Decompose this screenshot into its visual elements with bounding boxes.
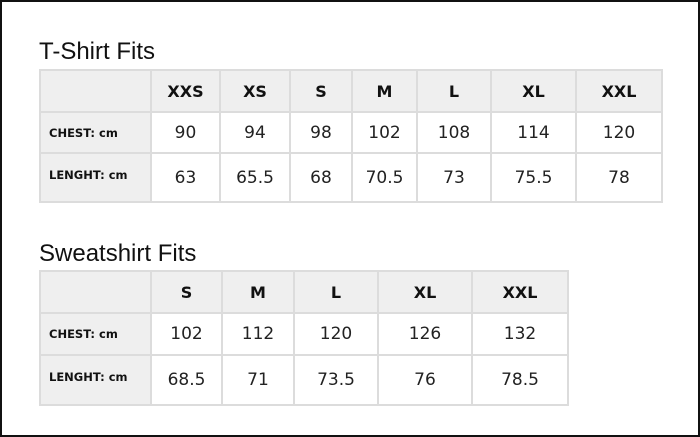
chest-row: CHEST: cm 102 112 120 126 132 [39,312,569,356]
value-cell: 132 [471,312,569,356]
size-header: S [289,69,353,113]
row-label: LENGHT: cm [39,354,152,406]
value-cell: 63 [150,152,221,203]
length-row: LENGHT: cm 68.5 71 73.5 76 78.5 [39,354,569,406]
value-cell: 102 [150,312,223,356]
size-header: XXL [471,270,569,314]
length-row: LENGHT: cm 63 65.5 68 70.5 73 75.5 78 [39,152,663,203]
tshirt-table: XXS XS S M L XL XXL CHEST: cm 90 94 98 1… [39,69,663,203]
corner-cell [39,270,152,314]
value-cell: 68.5 [150,354,223,406]
size-header: S [150,270,223,314]
value-cell: 126 [377,312,473,356]
size-header: XS [219,69,291,113]
value-cell: 114 [490,111,577,154]
value-cell: 108 [416,111,492,154]
row-label: LENGHT: cm [39,152,152,203]
value-cell: 120 [293,312,379,356]
value-cell: 75.5 [490,152,577,203]
row-label: CHEST: cm [39,111,152,154]
value-cell: 76 [377,354,473,406]
value-cell: 98 [289,111,353,154]
value-cell: 73 [416,152,492,203]
value-cell: 73.5 [293,354,379,406]
value-cell: 65.5 [219,152,291,203]
value-cell: 112 [221,312,295,356]
corner-cell [39,69,152,113]
chest-row: CHEST: cm 90 94 98 102 108 114 120 [39,111,663,154]
value-cell: 70.5 [351,152,418,203]
tshirt-title: T-Shirt Fits [39,38,156,65]
size-header: XL [377,270,473,314]
sweatshirt-title: Sweatshirt Fits [39,240,197,267]
size-header: XXL [575,69,663,113]
value-cell: 68 [289,152,353,203]
size-header: M [351,69,418,113]
value-cell: 102 [351,111,418,154]
value-cell: 78.5 [471,354,569,406]
row-label: CHEST: cm [39,312,152,356]
header-row: S M L XL XXL [39,270,569,314]
size-header: XXS [150,69,221,113]
size-header: L [416,69,492,113]
value-cell: 78 [575,152,663,203]
value-cell: 94 [219,111,291,154]
value-cell: 90 [150,111,221,154]
header-row: XXS XS S M L XL XXL [39,69,663,113]
size-header: M [221,270,295,314]
size-header: L [293,270,379,314]
value-cell: 71 [221,354,295,406]
value-cell: 120 [575,111,663,154]
size-header: XL [490,69,577,113]
sweatshirt-table: S M L XL XXL CHEST: cm 102 112 120 126 1… [39,270,569,406]
